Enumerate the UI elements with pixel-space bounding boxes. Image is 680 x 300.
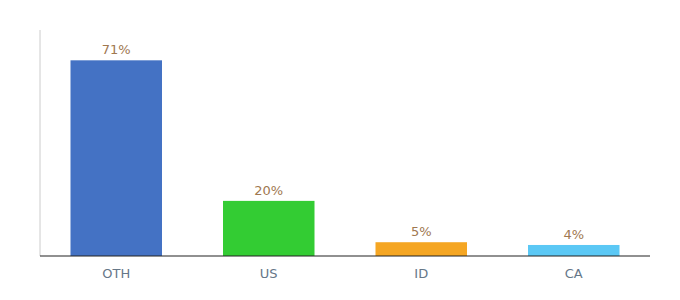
y-axis-line	[40, 30, 41, 256]
bars	[71, 60, 620, 256]
x-tick-label: OTH	[102, 266, 130, 281]
chart-svg: OTH US ID CA 71% 20% 5% 4%	[0, 0, 680, 300]
data-label: 71%	[102, 42, 131, 57]
bar	[223, 201, 315, 256]
data-label: 5%	[411, 224, 432, 239]
x-tick-label: US	[260, 266, 278, 281]
data-label: 20%	[254, 183, 283, 198]
x-tick-label: ID	[414, 266, 428, 281]
chart-container: OTH US ID CA 71% 20% 5% 4%	[0, 0, 680, 300]
data-label: 4%	[563, 227, 584, 242]
bar	[528, 245, 620, 256]
page: {"chart_data": {"type": "bar", "categori…	[0, 0, 680, 300]
x-tick-label: CA	[565, 266, 583, 281]
x-axis-line	[40, 255, 650, 256]
bar	[71, 60, 163, 256]
bar	[376, 242, 468, 256]
